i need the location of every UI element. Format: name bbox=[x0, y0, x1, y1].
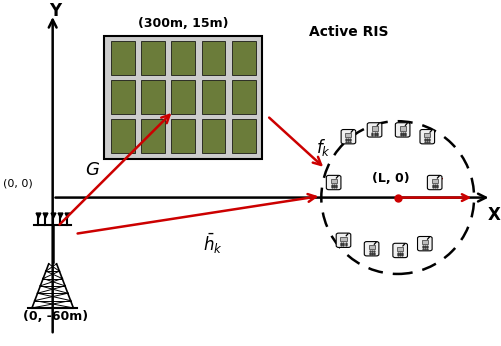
Text: (0, 0): (0, 0) bbox=[4, 179, 33, 189]
Text: $\bar{h}_k$: $\bar{h}_k$ bbox=[202, 231, 222, 256]
FancyBboxPatch shape bbox=[111, 42, 134, 75]
FancyBboxPatch shape bbox=[399, 126, 405, 130]
FancyBboxPatch shape bbox=[421, 240, 427, 244]
FancyBboxPatch shape bbox=[426, 175, 441, 190]
FancyBboxPatch shape bbox=[419, 129, 434, 144]
FancyBboxPatch shape bbox=[141, 119, 165, 153]
FancyBboxPatch shape bbox=[231, 80, 255, 115]
FancyBboxPatch shape bbox=[201, 42, 225, 75]
FancyBboxPatch shape bbox=[141, 80, 165, 115]
Text: Active RIS: Active RIS bbox=[308, 25, 387, 39]
Ellipse shape bbox=[321, 121, 473, 274]
FancyBboxPatch shape bbox=[336, 233, 350, 247]
FancyBboxPatch shape bbox=[111, 119, 134, 153]
Text: $f_k$: $f_k$ bbox=[316, 137, 331, 158]
FancyBboxPatch shape bbox=[201, 80, 225, 115]
FancyBboxPatch shape bbox=[368, 245, 374, 249]
Text: X: X bbox=[486, 206, 499, 224]
FancyBboxPatch shape bbox=[171, 42, 195, 75]
FancyBboxPatch shape bbox=[104, 36, 262, 158]
Text: $r$: $r$ bbox=[434, 175, 443, 190]
FancyBboxPatch shape bbox=[371, 126, 377, 130]
FancyBboxPatch shape bbox=[330, 179, 336, 183]
FancyBboxPatch shape bbox=[364, 242, 378, 256]
Text: $G$: $G$ bbox=[84, 161, 99, 180]
Text: (300m, 15m): (300m, 15m) bbox=[138, 17, 228, 30]
FancyBboxPatch shape bbox=[171, 80, 195, 115]
FancyBboxPatch shape bbox=[326, 175, 340, 190]
FancyBboxPatch shape bbox=[392, 243, 407, 258]
FancyBboxPatch shape bbox=[171, 119, 195, 153]
FancyBboxPatch shape bbox=[417, 237, 431, 251]
FancyBboxPatch shape bbox=[345, 133, 351, 137]
FancyBboxPatch shape bbox=[341, 129, 355, 144]
Text: (0, -60m): (0, -60m) bbox=[23, 310, 88, 323]
FancyBboxPatch shape bbox=[111, 80, 134, 115]
FancyBboxPatch shape bbox=[423, 133, 429, 137]
Text: (L, 0): (L, 0) bbox=[371, 172, 408, 185]
Text: Y: Y bbox=[49, 2, 61, 20]
FancyBboxPatch shape bbox=[340, 237, 346, 241]
FancyBboxPatch shape bbox=[201, 119, 225, 153]
FancyBboxPatch shape bbox=[141, 42, 165, 75]
FancyBboxPatch shape bbox=[395, 123, 409, 137]
FancyBboxPatch shape bbox=[431, 179, 437, 183]
FancyBboxPatch shape bbox=[367, 123, 381, 137]
FancyBboxPatch shape bbox=[231, 42, 255, 75]
FancyBboxPatch shape bbox=[396, 247, 402, 251]
FancyBboxPatch shape bbox=[231, 119, 255, 153]
